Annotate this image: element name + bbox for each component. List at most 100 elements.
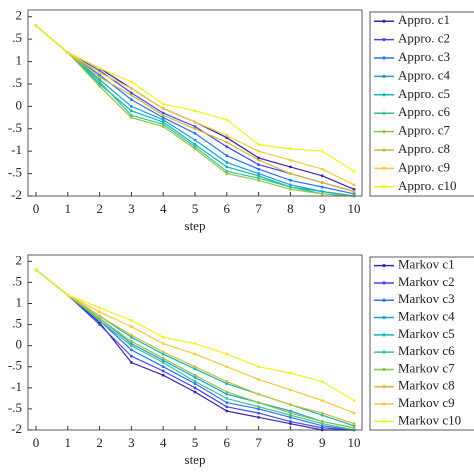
- legend-marker: [382, 315, 386, 320]
- plot-frame: [27, 254, 363, 431]
- x-tick-label: 8: [287, 435, 294, 450]
- x-tick-label: 0: [33, 201, 40, 216]
- x-tick-label: 10: [348, 201, 361, 216]
- legend-label: Markov c5: [398, 326, 455, 341]
- legend-label: Appro. c5: [398, 86, 450, 101]
- y-tick-label: 1: [16, 294, 23, 309]
- series-line: [35, 25, 355, 197]
- legend-label: Appro. c3: [398, 49, 450, 64]
- series-line: [35, 25, 355, 193]
- legend-label: Markov c4: [398, 309, 455, 324]
- x-tick-label: 0: [33, 435, 40, 450]
- legend-marker: [382, 74, 386, 78]
- y-tick-label: .5: [12, 75, 22, 90]
- x-tick-label: 2: [96, 201, 103, 216]
- legend-label: Appro. c2: [398, 31, 450, 46]
- x-tick-label: 9: [319, 201, 326, 216]
- y-tick-label: 0: [16, 97, 23, 112]
- series-line: [35, 269, 354, 431]
- x-tick-label: 4: [160, 201, 167, 216]
- legend-marker: [382, 111, 386, 115]
- plot: -2 -.5 -1 -.5 0 .5 1 .5 2 0 1 2 3 4 5 6 7 8 9 10 step Appro. …: [8, 8, 474, 233]
- y-tick-label: -2: [11, 187, 22, 202]
- legend-marker: [382, 333, 386, 337]
- x-axis-label: step: [185, 452, 206, 467]
- x-tick-label: 10: [348, 435, 361, 450]
- legend-label: Markov c1: [398, 257, 455, 272]
- series-line: [35, 25, 355, 193]
- legend-marker: [382, 419, 386, 423]
- legend-marker: [382, 19, 386, 23]
- legend-marker: [382, 367, 386, 372]
- legend-label: Appro. c6: [398, 104, 450, 119]
- series-line: [35, 269, 355, 429]
- x-tick-label: 6: [224, 201, 231, 216]
- legend-label: Markov c8: [398, 378, 455, 393]
- legend-marker: [382, 166, 386, 170]
- y-tick-label: .5: [12, 316, 22, 331]
- x-tick-label: 3: [128, 201, 135, 216]
- x-tick-label: 1: [65, 201, 72, 216]
- x-tick-label: 5: [192, 201, 199, 216]
- series-line: [35, 25, 355, 172]
- legend-marker: [382, 38, 386, 42]
- x-tick-label: 4: [160, 435, 167, 450]
- y-tick-label: -.5: [8, 358, 22, 373]
- legend-box: [369, 256, 474, 431]
- series-line: [35, 25, 355, 197]
- y-tick-label: -.5: [8, 400, 22, 415]
- legend-label: Appro. c7: [398, 123, 450, 138]
- legend-label: Markov c9: [398, 395, 455, 410]
- series-line: [35, 269, 355, 427]
- legend-marker: [382, 130, 386, 134]
- x-tick-label: 7: [255, 201, 262, 216]
- y-tick-label: 0: [16, 337, 23, 352]
- legend-label: Markov c10: [398, 412, 461, 427]
- x-axis-label: step: [185, 218, 206, 233]
- legend-box: [369, 11, 474, 197]
- x-tick-label: 6: [224, 435, 231, 450]
- legend-label: Markov c3: [398, 291, 455, 306]
- series-line: [35, 25, 355, 197]
- x-tick-label: 5: [192, 435, 199, 450]
- x-tick-label: 2: [96, 435, 103, 450]
- y-tick-label: -1: [11, 379, 22, 394]
- legend-marker: [382, 298, 386, 302]
- y-tick-label: -.5: [8, 165, 22, 180]
- legend-marker: [382, 385, 386, 389]
- plot: -2 -.5 -1 -.5 0 .5 1 .5 2 0 1 2 3 4 5 6 7 8 9 10 step Markov …: [8, 252, 474, 467]
- series-line: [35, 269, 355, 431]
- legend-marker: [382, 93, 386, 97]
- legend-marker: [382, 402, 386, 406]
- x-tick-label: 9: [319, 435, 326, 450]
- legend-label: Appro. c8: [398, 141, 450, 156]
- legend-label: Markov c7: [398, 360, 455, 375]
- series-line: [35, 269, 355, 429]
- legend-marker: [382, 56, 386, 60]
- y-tick-label: 2: [16, 252, 23, 267]
- series-line: [35, 269, 355, 402]
- y-tick-label: .5: [12, 30, 22, 45]
- series-line: [35, 269, 355, 414]
- y-tick-label: 2: [16, 8, 23, 23]
- x-tick-label: 3: [128, 435, 135, 450]
- x-tick-label: 7: [255, 435, 262, 450]
- x-tick-label: 8: [287, 201, 294, 216]
- legend-label: Appro. c10: [398, 178, 457, 193]
- y-tick-label: -.5: [8, 120, 22, 135]
- legend-label: Markov c6: [398, 343, 455, 358]
- x-tick-label: 1: [65, 435, 72, 450]
- y-tick-label: 1: [16, 53, 23, 68]
- legend-label: Markov c2: [398, 274, 455, 289]
- series-line: [35, 25, 355, 186]
- legend-marker: [382, 185, 386, 189]
- plot-frame: [27, 9, 363, 197]
- series-line: [35, 269, 355, 425]
- legend-label: Appro. c9: [398, 159, 450, 174]
- legend-marker: [382, 281, 386, 285]
- series-line: [35, 269, 355, 431]
- series-line: [35, 25, 355, 195]
- series-line: [35, 269, 355, 431]
- series-line: [35, 25, 355, 197]
